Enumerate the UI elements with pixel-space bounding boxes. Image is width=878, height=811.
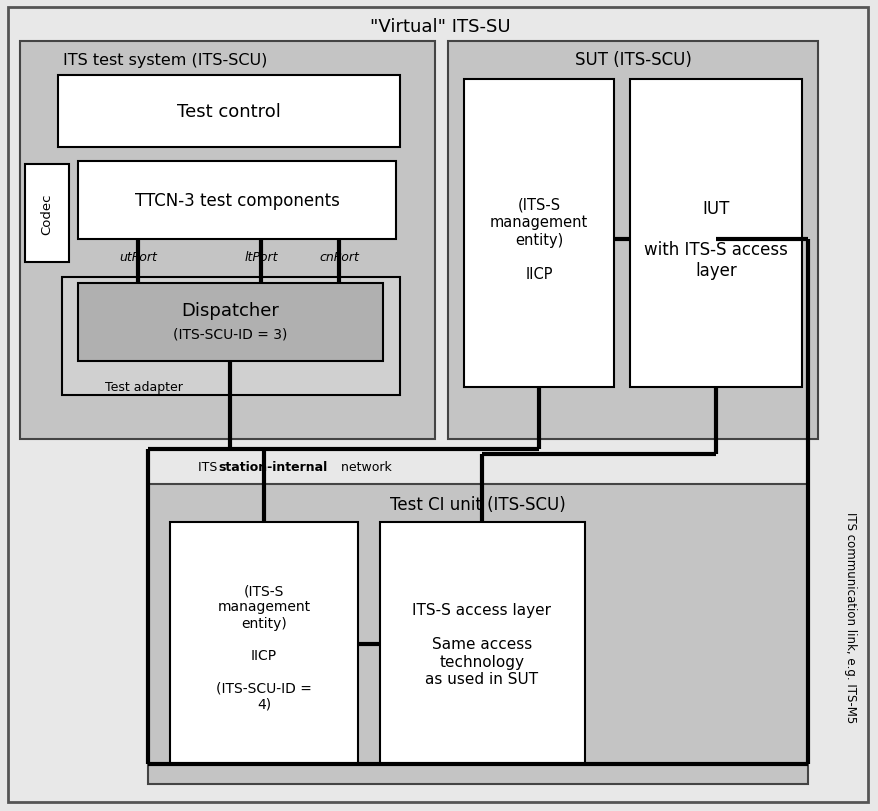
Bar	[62, 277, 399, 396]
Bar	[379, 522, 585, 764]
Bar	[25, 165, 68, 263]
Text: ITS test system (ITS-SCU): ITS test system (ITS-SCU)	[62, 53, 267, 67]
Text: IUT

with ITS-S access
layer: IUT with ITS-S access layer	[644, 200, 787, 280]
Bar	[448, 42, 817, 440]
Text: ITS-S access layer

Same access
technology
as used in SUT: ITS-S access layer Same access technolog…	[412, 602, 551, 686]
Bar	[169, 522, 357, 764]
Bar	[78, 162, 396, 240]
Text: Codec: Codec	[40, 193, 54, 234]
Bar	[78, 284, 383, 362]
Text: ITS: ITS	[198, 461, 221, 474]
Text: Test CI unit (ITS-SCU): Test CI unit (ITS-SCU)	[390, 496, 565, 513]
Text: TTCN-3 test components: TTCN-3 test components	[134, 191, 339, 210]
Text: utPort: utPort	[119, 251, 157, 264]
Bar	[58, 76, 399, 148]
Text: (ITS-SCU-ID = 3): (ITS-SCU-ID = 3)	[173, 328, 287, 341]
Text: Test control: Test control	[176, 103, 281, 121]
Text: Test adapter: Test adapter	[104, 381, 183, 394]
Text: network: network	[336, 461, 392, 474]
Text: ltPort: ltPort	[244, 251, 277, 264]
Text: Dispatcher: Dispatcher	[181, 302, 278, 320]
Text: cnPort: cnPort	[319, 251, 358, 264]
Text: ITS communication link, e.g. ITS-M5: ITS communication link, e.g. ITS-M5	[844, 512, 857, 723]
Bar	[630, 80, 801, 388]
Bar	[20, 42, 435, 440]
Bar	[464, 80, 614, 388]
Text: "Virtual" ITS-SU: "Virtual" ITS-SU	[370, 18, 510, 36]
Text: (ITS-S
management
entity)

IICP: (ITS-S management entity) IICP	[489, 197, 587, 282]
Bar	[148, 484, 807, 784]
Text: station-internal: station-internal	[218, 461, 327, 474]
Text: (ITS-S
management
entity)

IICP

(ITS-SCU-ID =
4): (ITS-S management entity) IICP (ITS-SCU-…	[216, 584, 312, 710]
Text: SUT (ITS-SCU): SUT (ITS-SCU)	[574, 51, 691, 69]
